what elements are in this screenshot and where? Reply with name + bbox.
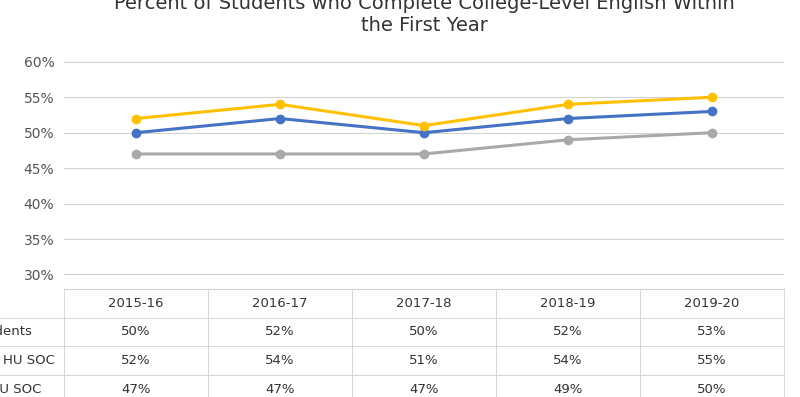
Title: Percent of Students who Complete College-Level English Within
the First Year: Percent of Students who Complete College… [114,0,734,35]
